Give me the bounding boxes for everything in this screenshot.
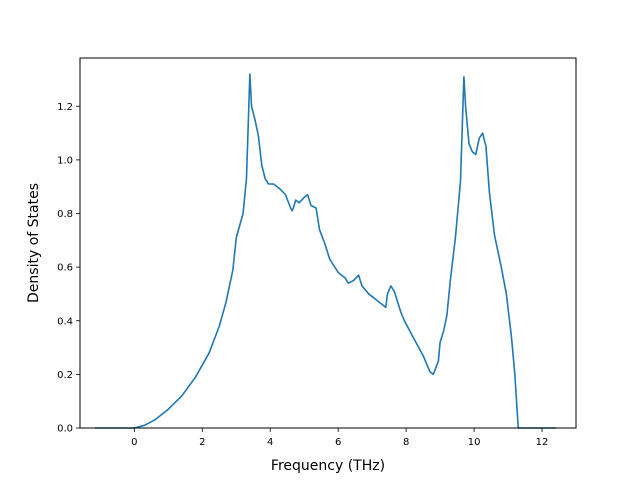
- y-tick-label: 0.2: [57, 370, 73, 381]
- plot-frame: [79, 57, 577, 429]
- y-tick-label: 1.0: [57, 155, 73, 166]
- y-tick-label: 0.4: [57, 316, 73, 327]
- x-tick-label: 8: [403, 437, 409, 448]
- y-axis-label: Density of States: [26, 183, 42, 303]
- y-tick-label: 0.0: [57, 424, 73, 435]
- x-tick-label: 2: [199, 437, 205, 448]
- x-tick-label: 12: [536, 437, 549, 448]
- x-tick-label: 0: [131, 437, 137, 448]
- x-tick-label: 6: [335, 437, 341, 448]
- x-axis: 0 2 4 6 8 10 12: [131, 428, 548, 448]
- x-tick-label: 4: [267, 437, 273, 448]
- y-tick-label: 1.2: [57, 102, 73, 113]
- series-line-0: [94, 73, 557, 429]
- y-axis: 0.0 0.2 0.4 0.6 0.8 1.0 1.2: [57, 102, 80, 435]
- series-layer: [94, 73, 557, 429]
- x-axis-label: Frequency (THz): [271, 458, 385, 474]
- x-tick-label: 10: [468, 437, 481, 448]
- y-tick-label: 0.6: [57, 263, 73, 274]
- y-tick-label: 0.8: [57, 209, 73, 220]
